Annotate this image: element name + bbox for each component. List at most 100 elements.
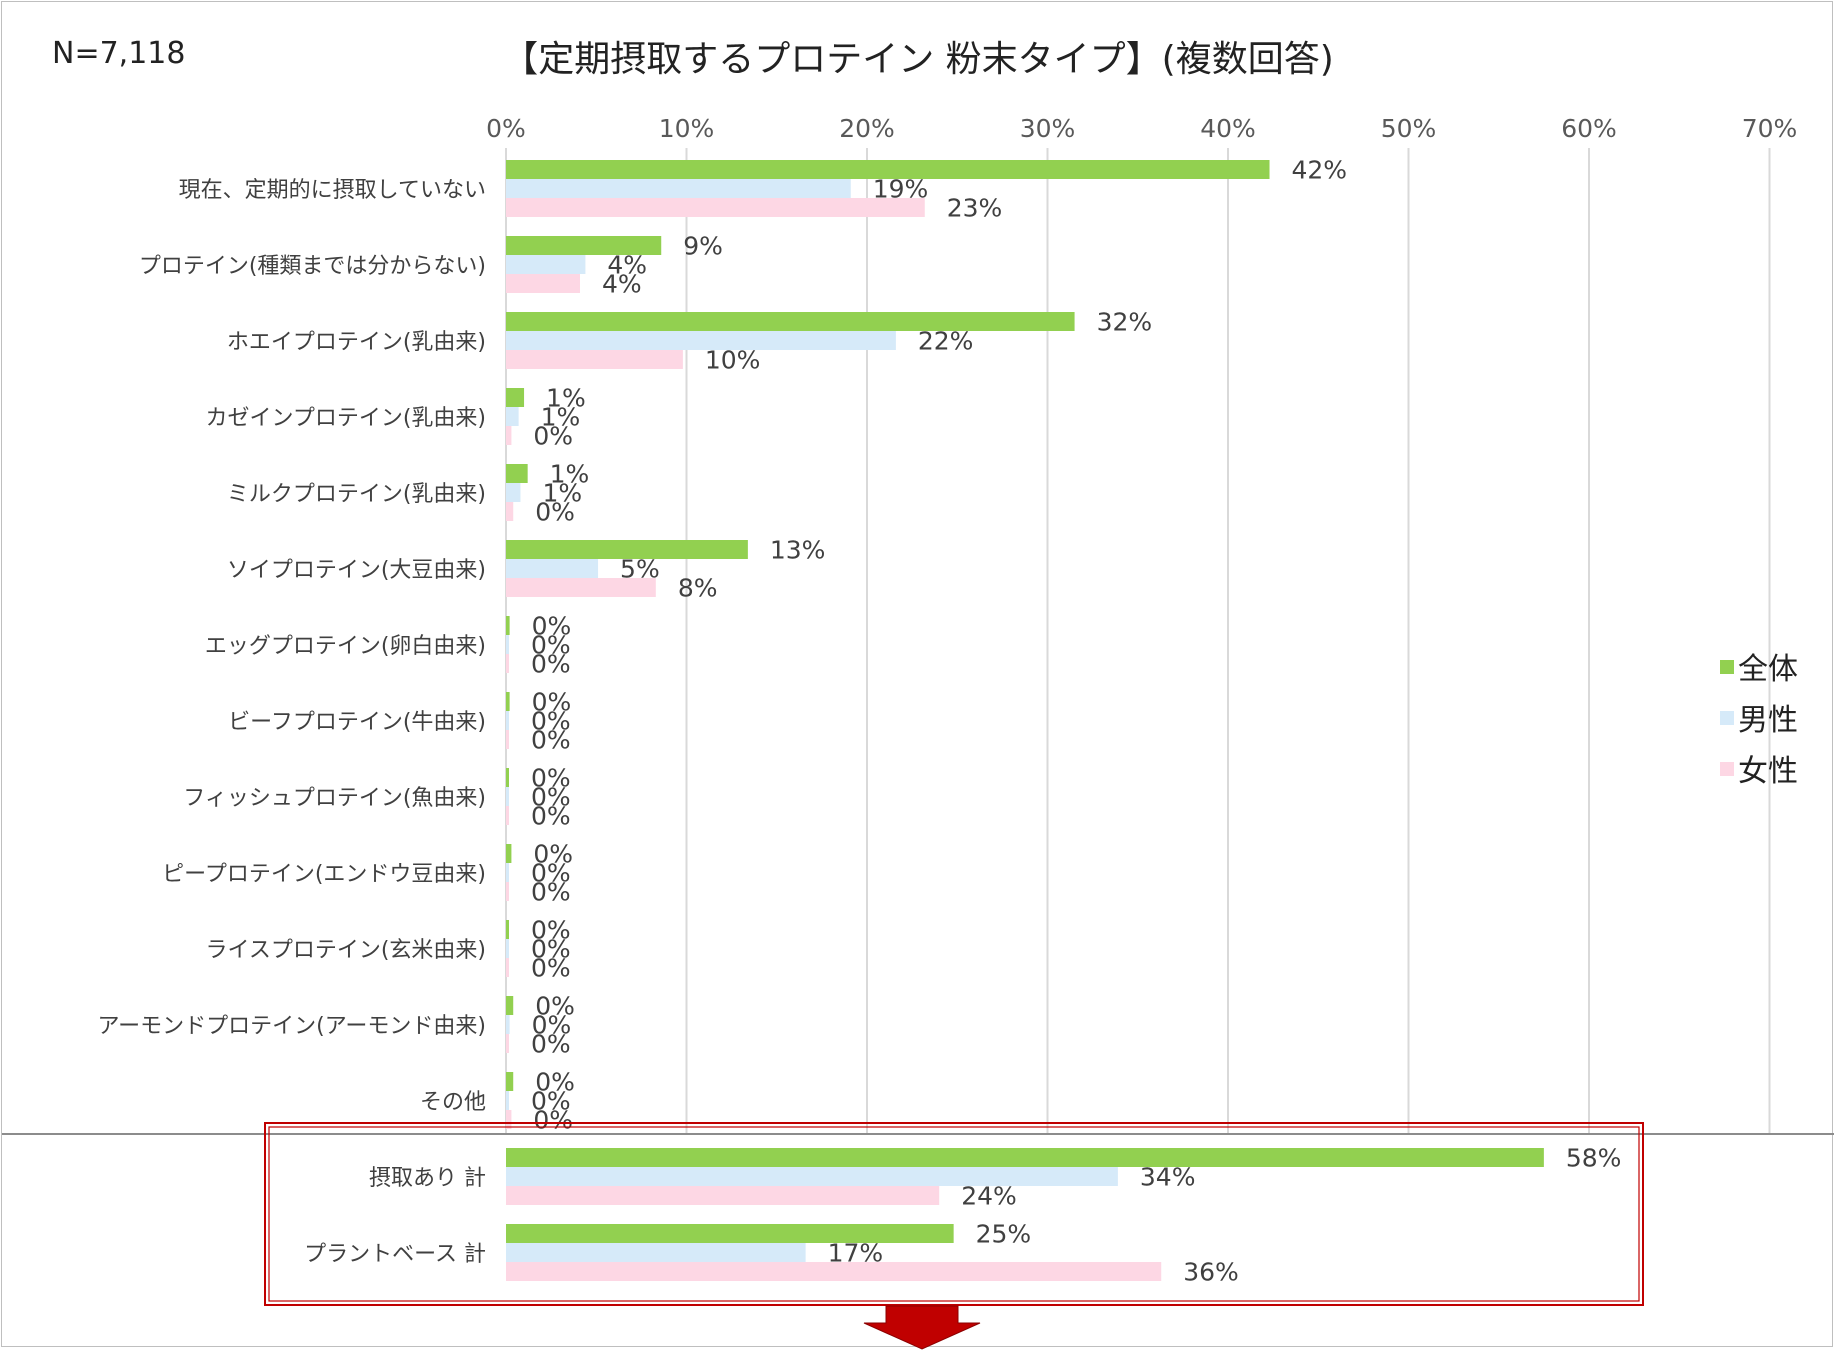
category-label: 摂取あり 計	[369, 1166, 486, 1191]
category-label: プラントベース 計	[304, 1242, 486, 1267]
bar	[506, 198, 925, 217]
bar	[506, 540, 748, 559]
data-label: 0%	[532, 1011, 572, 1040]
bar	[506, 1072, 514, 1091]
legend-label: 全体	[1738, 652, 1798, 687]
bar	[506, 350, 683, 369]
bar	[506, 407, 519, 426]
data-label: 0%	[531, 1030, 571, 1059]
bar	[506, 1091, 509, 1110]
bar	[506, 616, 510, 635]
data-label: 36%	[1183, 1258, 1239, 1287]
data-label: 1%	[550, 460, 590, 489]
category-label: フィッシュプロテイン(魚由来)	[183, 786, 486, 811]
data-label: 0%	[531, 707, 571, 736]
bar	[506, 1148, 1544, 1167]
data-label: 58%	[1566, 1144, 1622, 1173]
data-label: 32%	[1097, 308, 1153, 337]
totals-highlight-box	[264, 1122, 1644, 1306]
sample-size-label: N=7,118	[52, 36, 186, 71]
category-label: カゼインプロテイン(乳由来)	[205, 406, 486, 431]
data-label: 0%	[535, 992, 575, 1021]
bar	[506, 863, 509, 882]
data-label: 0%	[531, 859, 571, 888]
chart-title: 【定期摂取するプロテイン 粉末タイプ】(複数回答)	[502, 39, 1334, 80]
down-arrow-icon	[863, 1305, 981, 1350]
bar	[506, 958, 509, 977]
totals-highlight-box-inner	[268, 1126, 1640, 1302]
data-label: 42%	[1292, 156, 1348, 185]
x-tick-label: 10%	[659, 114, 715, 143]
bar	[506, 236, 662, 255]
legend-swatch	[1720, 762, 1734, 776]
bar	[506, 1110, 512, 1129]
data-label: 4%	[607, 251, 647, 280]
bar	[506, 578, 656, 597]
bar	[506, 692, 510, 711]
category-label: ミルクプロテイン(乳由来)	[227, 482, 486, 507]
category-label: エッグプロテイン(卵白由来)	[205, 634, 486, 659]
bar	[506, 274, 581, 293]
data-label: 0%	[533, 422, 573, 451]
data-label: 22%	[918, 327, 974, 356]
data-label: 9%	[683, 232, 723, 261]
bar	[506, 1186, 940, 1205]
legend-label: 男性	[1738, 703, 1798, 738]
data-label: 0%	[531, 802, 571, 831]
category-label: ライスプロテイン(玄米由来)	[205, 938, 486, 963]
data-label: 24%	[961, 1182, 1017, 1211]
bar	[506, 882, 509, 901]
bar	[506, 464, 528, 483]
data-label: 1%	[542, 479, 582, 508]
data-label: 0%	[531, 916, 571, 945]
data-label: 0%	[533, 840, 573, 869]
bar	[506, 787, 509, 806]
bar	[506, 255, 586, 274]
bar	[506, 1243, 806, 1262]
data-label: 25%	[976, 1220, 1032, 1249]
data-label: 4%	[602, 270, 642, 299]
bar	[506, 920, 509, 939]
category-label: アーモンドプロテイン(アーモンド由来)	[97, 1014, 486, 1039]
data-label: 0%	[535, 498, 575, 527]
data-label: 34%	[1140, 1163, 1196, 1192]
bar	[506, 768, 509, 787]
bar	[506, 426, 512, 445]
x-tick-label: 70%	[1742, 114, 1798, 143]
bar	[506, 179, 851, 198]
category-label: ソイプロテイン(大豆由来)	[227, 558, 486, 583]
category-label: 現在、定期的に摂取していない	[179, 178, 486, 203]
category-label: ビーフプロテイン(牛由来)	[228, 710, 486, 735]
bar	[506, 939, 509, 958]
bar	[506, 1167, 1118, 1186]
bar	[506, 635, 509, 654]
data-label: 10%	[705, 346, 761, 375]
bar	[506, 160, 1270, 179]
category-label: プロテイン(種類までは分からない)	[139, 254, 486, 279]
bar	[506, 711, 509, 730]
data-label: 0%	[531, 935, 571, 964]
bar	[506, 1224, 954, 1243]
data-label: 13%	[770, 536, 826, 565]
data-label: 0%	[532, 688, 572, 717]
bar	[506, 654, 509, 673]
bar	[506, 1262, 1162, 1281]
data-label: 1%	[546, 384, 586, 413]
data-label: 0%	[531, 650, 571, 679]
data-label: 0%	[531, 631, 571, 660]
data-label: 0%	[531, 878, 571, 907]
bar	[506, 1015, 510, 1034]
data-label: 0%	[531, 726, 571, 755]
category-label: その他	[420, 1090, 486, 1115]
bar	[506, 730, 509, 749]
legend-label: 女性	[1738, 754, 1798, 789]
category-label: ホエイプロテイン(乳由来)	[227, 330, 486, 355]
bar	[506, 559, 599, 578]
bar	[506, 1034, 509, 1053]
category-label: ピープロテイン(エンドウ豆由来)	[162, 862, 486, 887]
data-label: 0%	[531, 1087, 571, 1116]
x-tick-label: 30%	[1020, 114, 1076, 143]
legend-swatch	[1720, 660, 1734, 674]
bar	[506, 844, 512, 863]
